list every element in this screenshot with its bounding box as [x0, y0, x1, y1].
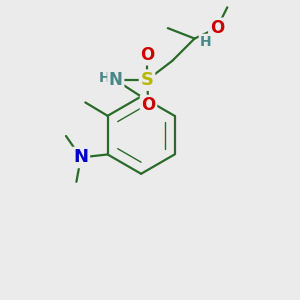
Text: O: O: [140, 46, 154, 64]
Text: N: N: [109, 71, 123, 89]
Text: O: O: [141, 96, 156, 114]
Text: S: S: [140, 71, 154, 89]
Text: O: O: [210, 19, 224, 37]
Text: N: N: [74, 148, 88, 166]
Text: H: H: [99, 71, 110, 85]
Text: H: H: [200, 35, 212, 49]
